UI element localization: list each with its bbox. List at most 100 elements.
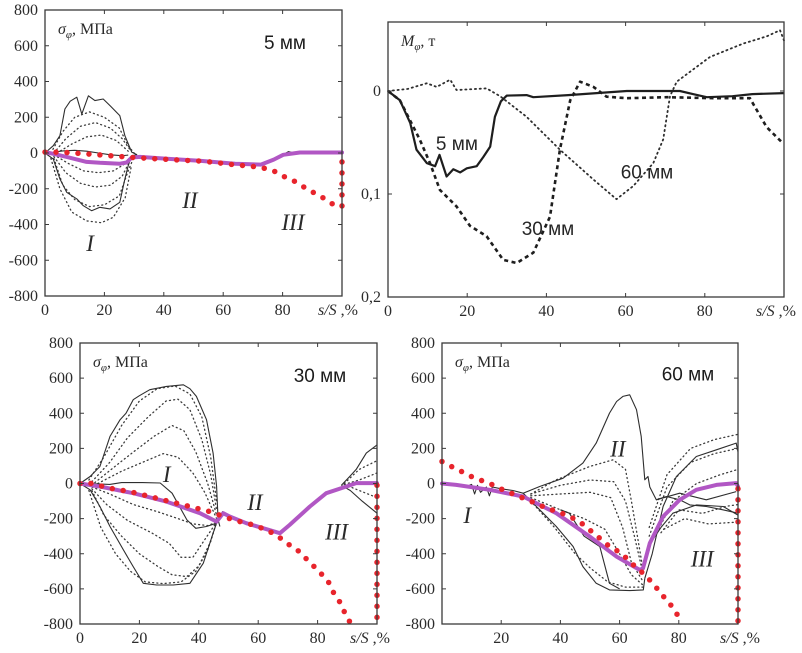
y-tick-label: 200 [411, 440, 435, 457]
region-label: I [162, 462, 172, 487]
series-inner-dotted-5 [53, 155, 132, 188]
series-zone-iii-dotted-3 [654, 468, 739, 537]
series-zone-ii-dotted-5 [530, 500, 644, 588]
series-inner-solid [560, 509, 620, 590]
y-tick-label: -400 [44, 546, 73, 563]
y-tick-label: -600 [406, 581, 435, 598]
series-zone-iii-lower [648, 504, 739, 546]
y-tick-label: 800 [49, 335, 73, 352]
x-tick-label: 80 [310, 630, 326, 647]
x-axis-variable: s/S [350, 630, 369, 647]
y-axis-symbol: M [400, 33, 416, 50]
chart-moment: 0 20 40 60 80 0 0,1 0,2 Mφ, т s/S ,% 5 мм 30 мм 60 м… [361, 21, 796, 320]
curve-label: 60 мм [621, 162, 674, 183]
region-label: I [85, 231, 95, 256]
y-tick-label: 600 [49, 370, 73, 387]
curve-label: 30 мм [522, 219, 575, 240]
y-tick-label: -200 [44, 511, 73, 528]
x-tick-label: 60 [250, 630, 266, 647]
series-inner-dotted-3 [94, 424, 218, 516]
x-axis-variable: s/S [720, 630, 739, 647]
y-tick-label: 600 [411, 370, 435, 387]
y-axis-symbol: σ [93, 354, 102, 371]
y-tick-label: 400 [49, 405, 73, 422]
y-tick-label: 0 [65, 476, 73, 493]
series-zone-iii-dotted-1 [343, 460, 378, 485]
y-tick-label: -400 [9, 217, 38, 234]
y-axis-unit: , т [420, 33, 435, 50]
series-zone-iii-dotted-2 [343, 472, 378, 486]
y-tick-label: 400 [411, 405, 435, 422]
series-theory [42, 149, 339, 210]
series-zone-iii-middle [656, 491, 737, 501]
y-tick-label: 200 [14, 109, 38, 126]
series-envelope-lower [44, 152, 138, 212]
series-theory [77, 480, 353, 625]
x-axis-title: s/S ,% [350, 630, 390, 647]
y-tick-label: -200 [9, 181, 38, 198]
y-axis-title: Mφ, т [400, 33, 435, 53]
series-reference-solid [88, 482, 217, 529]
x-axis-unit: ,% [739, 630, 760, 647]
x-tick-label: 80 [697, 303, 713, 320]
x-tick-label: 40 [552, 630, 568, 647]
x-tick-label: 0 [384, 303, 392, 320]
series-zone-iii-upper [644, 442, 739, 579]
series-envelope-lower [79, 483, 219, 586]
y-axis-subscript: φ [66, 29, 72, 41]
x-tick-label: 0 [41, 302, 49, 319]
series-inner-dotted-4 [53, 154, 132, 174]
series-5mm [387, 89, 785, 178]
series-inner-dotted-2 [53, 121, 132, 154]
y-tick-label: 0 [30, 145, 38, 162]
x-tick-label: 40 [538, 303, 554, 320]
series-30mm [387, 80, 785, 265]
x-tick-label: 40 [156, 302, 172, 319]
x-tick-label: 60 [618, 303, 634, 320]
series-inner-dotted-7 [91, 489, 218, 578]
x-axis-unit: ,% [369, 630, 390, 647]
y-tick-label: 200 [49, 440, 73, 457]
series-inner-dotted-3 [56, 134, 129, 154]
plot-area [387, 29, 785, 265]
region-label: III [281, 210, 306, 235]
plot-area [439, 394, 741, 627]
curve-label: 5 мм [436, 134, 478, 155]
y-tick-label: 0,1 [361, 186, 381, 203]
x-axis-unit: ,% [775, 303, 796, 320]
series-zone-ii-dotted-4 [530, 496, 644, 587]
x-tick-label: 20 [131, 630, 147, 647]
series-zone-iii-dotted-5 [663, 517, 739, 530]
series-zone-ii-dotted-2 [530, 479, 644, 576]
region-label: III [690, 546, 715, 571]
y-axis-unit: , МПа [72, 21, 113, 38]
y-axis-symbol: σ [455, 354, 464, 371]
series-inner-dotted-2 [91, 398, 218, 511]
panel-title: 30 мм [294, 366, 347, 387]
series-zone-iii-dotted-2 [648, 447, 739, 537]
y-axis-subscript: φ [463, 362, 469, 374]
region-label: II [609, 436, 627, 461]
y-tick-label: 400 [14, 74, 38, 91]
y-axis-unit: , МПа [469, 354, 510, 371]
series-mean [43, 150, 344, 167]
y-tick-label: -800 [44, 616, 73, 633]
x-axis-variable: s/S [756, 303, 775, 320]
y-tick-label: 0,2 [361, 289, 381, 306]
y-axis-symbol: σ [58, 21, 67, 38]
x-tick-label: 20 [96, 302, 112, 319]
panel-title: 5 мм [264, 33, 306, 54]
chart-stress-60mm: 20 40 60 80 800 600 400 200 0 -200 -400 -600 -800 σφ,… [406, 335, 760, 647]
series-outer-dotted [50, 157, 132, 224]
x-tick-label: 20 [459, 303, 475, 320]
series-zone-iii-lower [341, 484, 378, 514]
series-zone-ii-dotted-1 [530, 459, 644, 572]
series-60mm [387, 29, 785, 201]
series-inner-dotted-5 [91, 486, 218, 527]
y-axis-unit: , МПа [107, 354, 148, 371]
y-axis-subscript: φ [101, 362, 107, 374]
panel-title: 60 мм [662, 364, 715, 385]
series-mean [440, 481, 740, 572]
x-tick-label: 40 [191, 630, 207, 647]
